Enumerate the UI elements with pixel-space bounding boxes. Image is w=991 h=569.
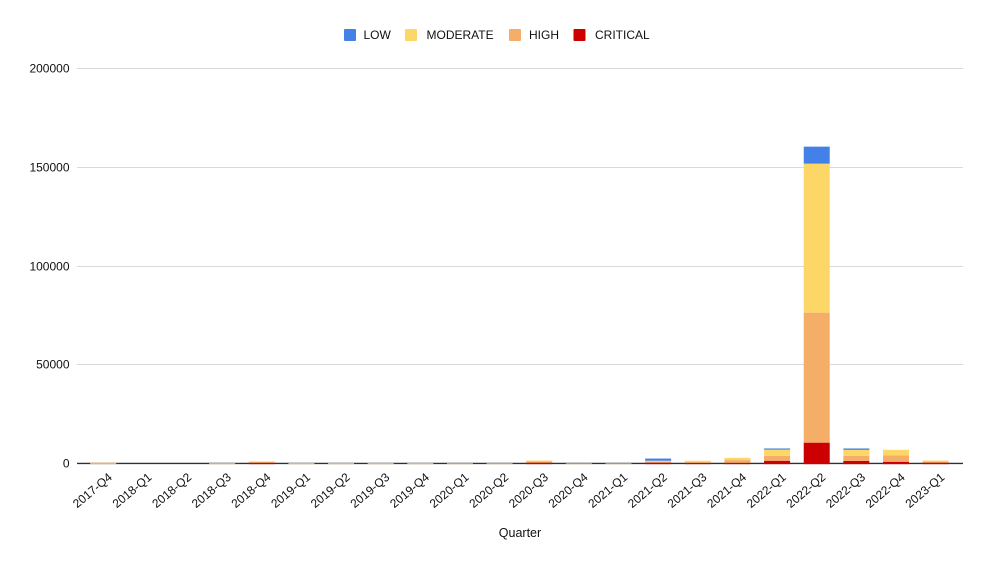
svg-text:150000: 150000 xyxy=(29,161,69,175)
svg-text:Quarter: Quarter xyxy=(499,526,541,540)
svg-text:MODERATE: MODERATE xyxy=(427,28,494,42)
svg-text:CRITICAL: CRITICAL xyxy=(595,28,650,42)
svg-text:LOW: LOW xyxy=(364,28,392,42)
svg-text:0: 0 xyxy=(63,457,70,471)
svg-text:100000: 100000 xyxy=(29,260,69,274)
svg-text:200000: 200000 xyxy=(29,62,69,76)
svg-text:HIGH: HIGH xyxy=(529,28,559,42)
svg-text:50000: 50000 xyxy=(36,358,70,372)
